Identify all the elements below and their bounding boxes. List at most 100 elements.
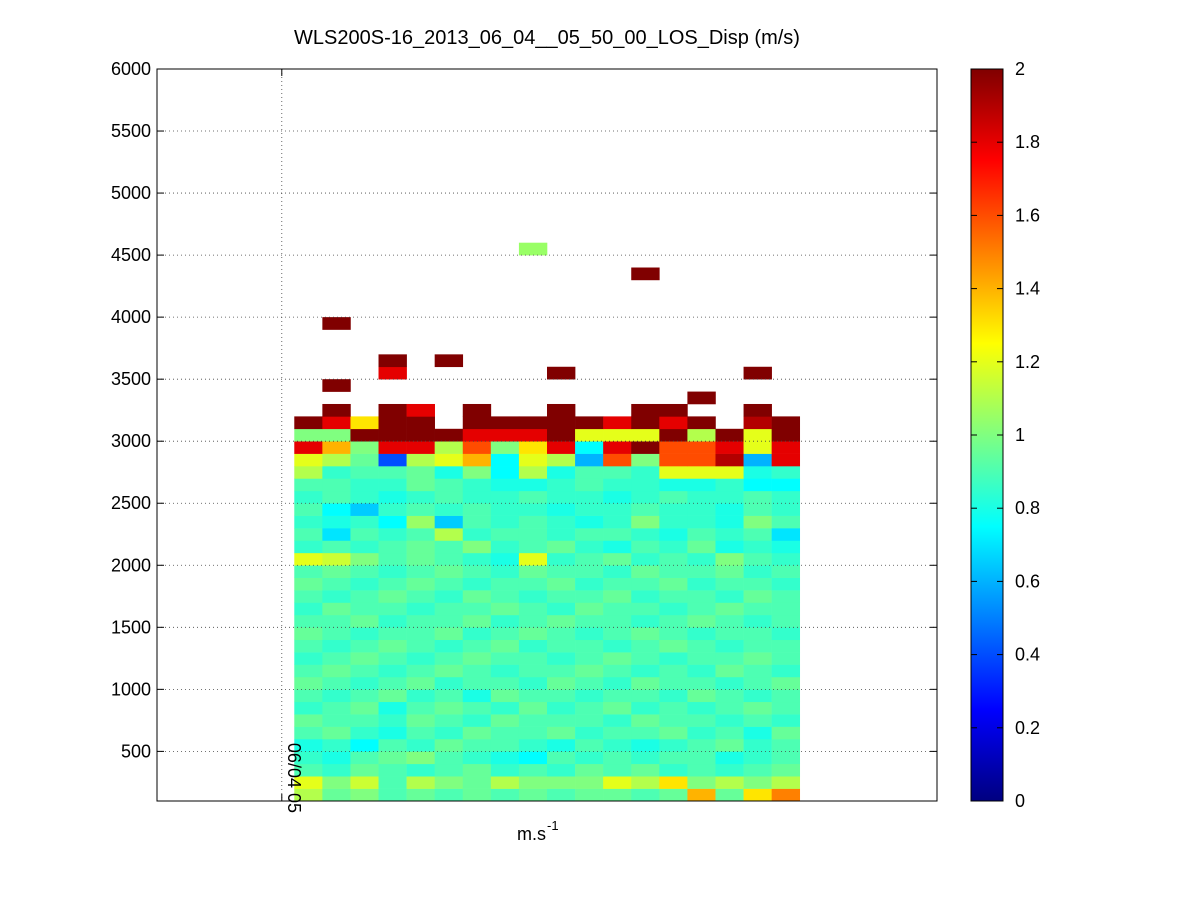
heatmap-cell [490, 602, 520, 616]
heatmap-cell [490, 689, 520, 703]
heatmap-cell [378, 366, 407, 380]
heatmap-cell [603, 664, 632, 678]
heatmap-cell [715, 478, 744, 492]
heatmap-cell [603, 478, 632, 492]
colorbar-tick-label: 1.8 [1015, 132, 1040, 152]
heatmap-cell [575, 416, 604, 430]
heatmap-cell [406, 627, 435, 641]
colorbar-tick-label: 1.6 [1015, 205, 1040, 225]
heatmap-cell [603, 776, 632, 789]
heatmap-cell [631, 776, 660, 789]
heatmap-cell [575, 478, 604, 492]
heatmap-cell [490, 441, 520, 454]
heatmap-cell [350, 565, 379, 578]
heatmap-cell [659, 403, 688, 417]
heatmap-cell [631, 763, 660, 777]
heatmap-cell [434, 565, 464, 578]
heatmap-cell [743, 565, 772, 578]
heatmap-cell [687, 664, 716, 678]
heatmap-cell [434, 602, 464, 616]
heatmap-cell [771, 664, 801, 678]
heatmap-cell [406, 528, 435, 541]
heatmap-cell [350, 627, 379, 641]
heatmap-cell [406, 763, 435, 777]
y-tick-label: 2000 [111, 555, 151, 575]
heatmap-cell [603, 788, 632, 802]
heatmap-cell [406, 428, 435, 442]
heatmap-cell [462, 540, 492, 554]
heatmap-cell [715, 565, 744, 578]
heatmap-cell [771, 602, 801, 616]
heatmap-cell [322, 726, 351, 740]
heatmap-cell [771, 441, 801, 454]
heatmap-cell [659, 453, 688, 467]
heatmap-cell [350, 701, 379, 715]
heatmap-cell [518, 552, 548, 566]
heatmap-cell [294, 639, 323, 653]
heatmap-cell [462, 788, 492, 802]
heatmap-cell [659, 639, 688, 653]
heatmap-cell [490, 714, 520, 727]
heatmap-cell [518, 466, 548, 479]
heatmap-cell [434, 428, 464, 442]
heatmap-cell [687, 738, 716, 752]
heatmap-cell [322, 441, 351, 454]
heatmap-cell [378, 676, 407, 690]
heatmap-cell [771, 627, 801, 641]
heatmap-cell [547, 416, 576, 430]
heatmap-cell [350, 602, 379, 616]
heatmap-cell [771, 726, 801, 740]
heatmap-cell [603, 416, 632, 430]
heatmap-cell [434, 664, 464, 678]
heatmap-cell [518, 490, 548, 504]
colorbar-tick-label: 0.2 [1015, 718, 1040, 738]
heatmap-cell [518, 515, 548, 529]
heatmap-cell [462, 503, 492, 516]
heatmap-cell [603, 466, 632, 479]
heatmap-cell [406, 726, 435, 740]
heatmap-cell [603, 602, 632, 616]
heatmap-cell [687, 714, 716, 727]
heatmap-cell [659, 565, 688, 578]
heatmap-cell [743, 738, 772, 752]
heatmap-cell [322, 565, 351, 578]
heatmap-cell [294, 689, 323, 703]
heatmap-cell [462, 726, 492, 740]
heatmap-cell [406, 652, 435, 665]
heatmap-cell [294, 763, 323, 777]
heatmap-cell [434, 515, 464, 529]
heatmap-cell [659, 776, 688, 789]
heatmap-cell [715, 466, 744, 479]
heatmap-cell [462, 490, 492, 504]
heatmap-cell [518, 639, 548, 653]
heatmap-cell [659, 689, 688, 703]
heatmap-cell [378, 726, 407, 740]
heatmap-cell [378, 664, 407, 678]
heatmap-cell [462, 428, 492, 442]
heatmap-cell [490, 776, 520, 789]
heatmap-cell [771, 639, 801, 653]
heatmap-cell [434, 577, 464, 591]
heatmap-cell [743, 428, 772, 442]
heatmap-cell [434, 689, 464, 703]
heatmap-cell [771, 590, 801, 603]
heatmap-cell [406, 788, 435, 802]
heatmap-cell [715, 738, 744, 752]
heatmap-cell [687, 577, 716, 591]
heatmap-cell [575, 602, 604, 616]
heatmap-cell [406, 552, 435, 566]
heatmap-cell [659, 751, 688, 765]
heatmap-cell [462, 403, 492, 417]
heatmap-cell [659, 441, 688, 454]
heatmap-cell [547, 652, 576, 665]
heatmap-cell [743, 614, 772, 628]
heatmap-cell [518, 428, 548, 442]
heatmap-cell [575, 701, 604, 715]
heatmap-cell [631, 701, 660, 715]
heatmap-cell [378, 751, 407, 765]
heatmap-cell [434, 354, 464, 368]
heatmap-cell [378, 714, 407, 727]
heatmap-cell [659, 788, 688, 802]
heatmap-cell [771, 428, 801, 442]
heatmap-cell [687, 528, 716, 541]
